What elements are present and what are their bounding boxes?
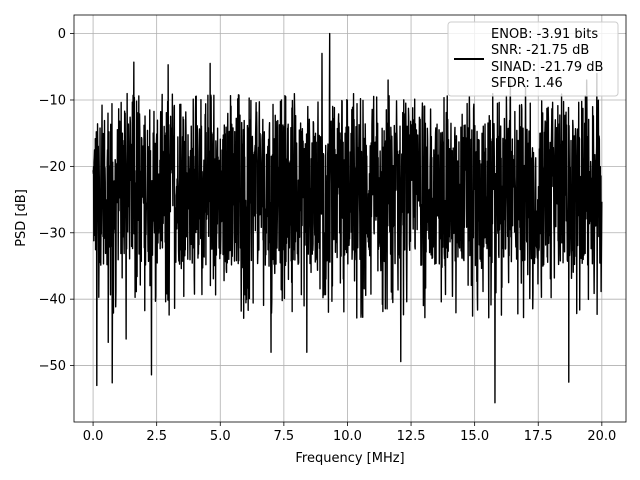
legend-line-enob: ENOB: -3.91 bits (491, 27, 598, 42)
x-tick-label: 0.0 (83, 429, 104, 444)
x-tick-label: 12.5 (397, 429, 426, 444)
plot-area-frame (73, 14, 627, 423)
y-tick-label: 0 (58, 27, 66, 42)
x-axis-label: Frequency [MHz] (295, 451, 404, 466)
y-tick-label: −10 (39, 93, 66, 108)
legend-line-sfdr: SFDR: 1.46 (491, 76, 563, 91)
legend-line-sinad: SINAD: -21.79 dB (491, 60, 603, 75)
y-tick-label: −40 (39, 293, 66, 308)
x-tick-label: 17.5 (524, 429, 553, 444)
legend-frame (447, 21, 619, 97)
psd-series-line (92, 32, 603, 404)
y-tick-label: −30 (39, 226, 66, 241)
x-axis-ticks: 0.0 2.5 5.0 7.5 10.0 12.5 15.0 17.5 20.0 (83, 422, 616, 444)
legend-line-snr: SNR: -21.75 dB (491, 43, 589, 58)
x-tick-label: 10.0 (333, 429, 362, 444)
x-tick-label: 7.5 (274, 429, 295, 444)
x-tick-label: 20.0 (587, 429, 616, 444)
y-axis-label: PSD [dB] (14, 189, 29, 247)
y-tick-label: −50 (39, 359, 66, 374)
legend: ENOB: -3.91 bits SNR: -21.75 dB SINAD: -… (447, 21, 619, 97)
x-tick-label: 2.5 (146, 429, 167, 444)
x-tick-label: 15.0 (460, 429, 489, 444)
x-tick-label: 5.0 (210, 429, 231, 444)
y-axis-ticks: 0 −10 −20 −30 −40 −50 (39, 27, 74, 374)
y-tick-label: −20 (39, 160, 66, 175)
